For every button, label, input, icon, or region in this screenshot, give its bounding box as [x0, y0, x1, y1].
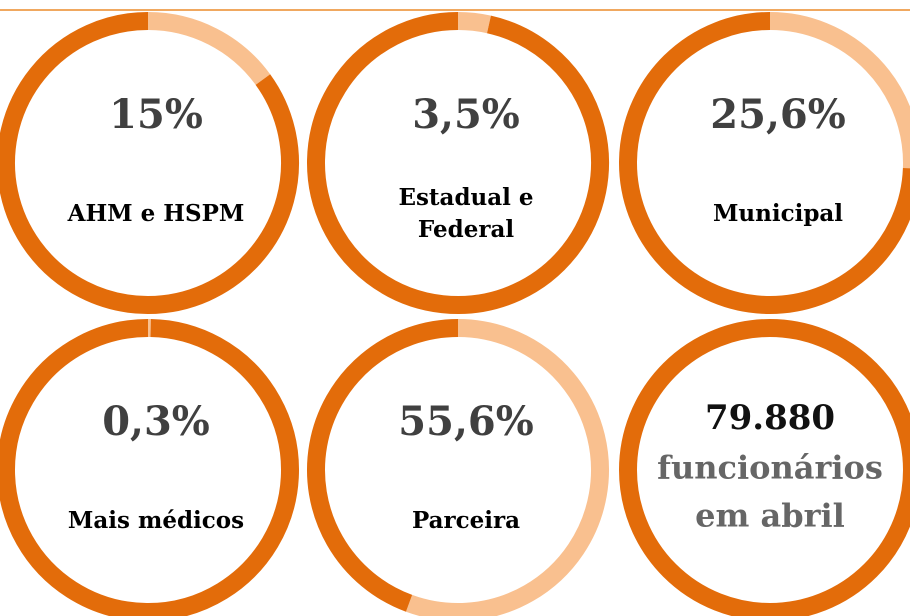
ring [619, 319, 910, 616]
category-label: Parceira [412, 507, 520, 534]
donut-segment [619, 12, 910, 314]
donut-segment [405, 319, 609, 616]
donut-segment [0, 12, 299, 314]
category-label: Municipal [713, 200, 843, 227]
donut-segment [147, 12, 271, 85]
donut-segment [769, 12, 910, 169]
category-label: Federal [418, 216, 514, 243]
category-label: AHM e HSPM [67, 200, 245, 227]
summary-number: 79.880 [705, 398, 835, 438]
category-label: Mais médicos [68, 507, 244, 534]
value-label: 0,3% [102, 398, 210, 445]
donut-segment [307, 12, 609, 314]
value-label: 55,6% [398, 398, 533, 445]
value-label: 15% [109, 91, 203, 138]
summary-ring: 79.880 funcionários em abril [619, 319, 910, 616]
donut-segment [457, 12, 491, 34]
donut-segment [0, 319, 299, 616]
donut-segment [307, 319, 459, 612]
summary-caption: em abril [695, 497, 845, 535]
value-label: 3,5% [412, 91, 520, 138]
summary-caption: funcionários [657, 449, 883, 487]
value-label: 25,6% [710, 91, 845, 138]
category-label: Estadual e [398, 184, 533, 211]
